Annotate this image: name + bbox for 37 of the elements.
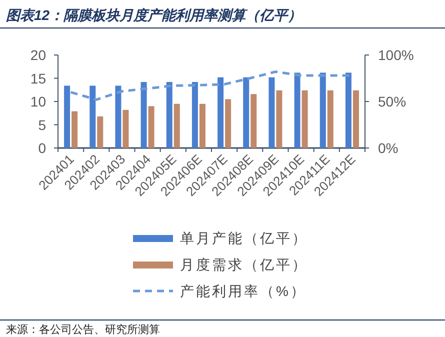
bar	[294, 72, 300, 148]
bar	[225, 99, 232, 148]
bar	[166, 82, 172, 148]
bar	[97, 116, 104, 148]
bar	[243, 77, 250, 148]
bar	[276, 90, 282, 148]
bar	[115, 86, 122, 148]
bar	[174, 104, 180, 148]
y-tick-label: 0	[38, 140, 46, 156]
bar	[72, 111, 78, 148]
bar	[250, 94, 257, 148]
bar	[140, 82, 147, 148]
legend-label: 单月产能（亿平）	[180, 230, 308, 246]
y2-tick-label: 0%	[378, 140, 398, 156]
y-tick-label: 15	[30, 70, 46, 86]
title: 图表12：隔膜板块月度产能利用率测算（亿平）	[6, 7, 302, 23]
bar	[64, 86, 70, 148]
bar	[345, 72, 352, 148]
bar	[302, 90, 308, 148]
bar	[192, 82, 198, 148]
y-tick-label: 5	[38, 116, 46, 133]
bar	[148, 106, 154, 148]
bar	[90, 86, 96, 148]
bar	[327, 90, 334, 148]
y2-tick-label: 100%	[378, 47, 414, 63]
bar	[268, 77, 275, 148]
legend-label: 月度需求（亿平）	[180, 256, 308, 272]
y-tick-label: 10	[30, 94, 46, 110]
bar	[199, 104, 206, 148]
bar	[320, 72, 326, 148]
legend-label: 产能利用率（%）	[180, 283, 306, 299]
y2-tick-label: 50%	[378, 94, 406, 110]
bar	[122, 110, 129, 148]
bar	[352, 90, 359, 148]
y-tick-label: 20	[30, 47, 46, 63]
annotation: 来源：各公司公告、研究所测算	[6, 324, 160, 336]
bar	[218, 77, 224, 148]
